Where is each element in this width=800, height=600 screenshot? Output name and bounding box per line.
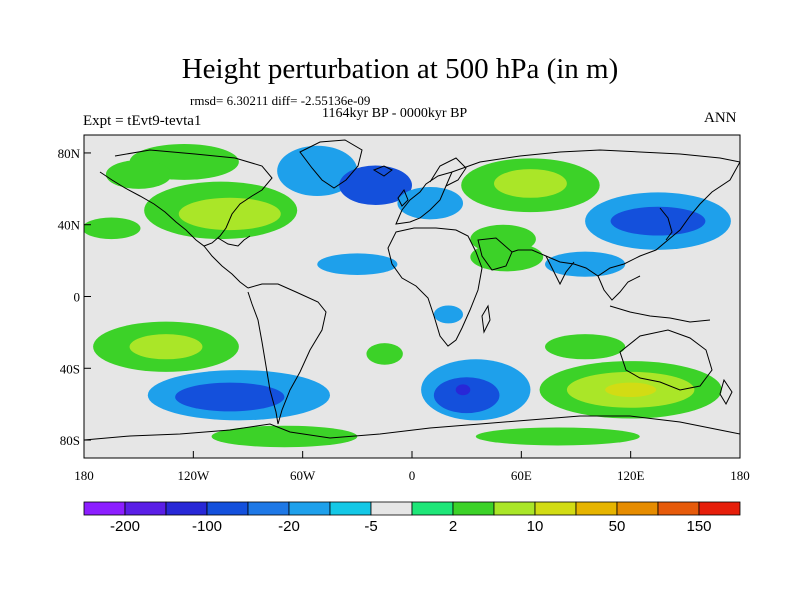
statistics-line: rmsd= 6.30211 diff= -2.55136e-09 (190, 93, 371, 108)
scandinavia-coastline (429, 157, 467, 187)
greenland-coastline (299, 139, 363, 189)
field-region-southern-indian-positive-core (605, 382, 657, 397)
colorbar: -200 -100 -20 -5 2 10 50 150 (83, 501, 741, 535)
colorbar-box (493, 501, 536, 516)
field-region-north-pacific-negative-core (610, 206, 706, 236)
field-region-antarctic-east-positive (475, 427, 640, 446)
field-region-south-pacific-positive-core (129, 334, 203, 360)
colorbar-box (698, 501, 741, 516)
field-region-north-pacific-positive (84, 217, 141, 240)
madagascar-coastline (481, 304, 491, 334)
lat-tick-label: 0 (74, 290, 81, 305)
colorbar-label: -200 (110, 518, 140, 535)
colorbar-box (411, 501, 454, 516)
longitude-axis: 180 120W 60W 0 60E 120E 180 (74, 451, 750, 483)
new-zealand-coastline (719, 378, 733, 406)
lon-tick-label: 180 (74, 468, 94, 483)
time-period-label: 1164kyr BP - 0000kyr BP (322, 106, 468, 121)
lat-tick-label: 80N (58, 146, 81, 161)
latitude-axis: 80N 40N 0 40S 80S (58, 146, 91, 448)
field-region-southern-ocean-negative-center (455, 384, 471, 396)
lon-tick-label: 60E (511, 468, 532, 483)
field-region-indian-ocean-negative (545, 251, 626, 277)
field-region-southern-ocean-negative-core (433, 377, 500, 414)
gulf-coastline (217, 235, 251, 247)
lat-tick-label: 40S (60, 361, 80, 376)
antarctica-coastline (84, 415, 740, 441)
colorbar-label: 2 (449, 518, 457, 535)
map-area (83, 134, 741, 459)
colorbar-box (124, 501, 167, 516)
field-region-south-pacific-negative-core (175, 382, 285, 412)
colorbar-box (165, 501, 208, 516)
colorbar-box (534, 501, 577, 516)
australia-coastline (619, 329, 713, 391)
field-region-tropical-atlantic-negative (433, 305, 464, 324)
season-label: ANN (704, 110, 737, 126)
field-region-north-america-positive-core (178, 197, 281, 231)
field-region-antarctic-positive (211, 425, 358, 448)
colorbar-label: -5 (364, 518, 377, 535)
colorbar-box (329, 501, 372, 516)
lon-tick-label: 120W (177, 468, 210, 483)
colorbar-label: -20 (278, 518, 300, 535)
colorbar-box (206, 501, 249, 516)
colorbar-label: -100 (192, 518, 222, 535)
colorbar-box (616, 501, 659, 516)
asia-coastline (451, 149, 740, 277)
lon-tick-label: 0 (409, 468, 416, 483)
field-region-eurasia-positive-core (494, 169, 567, 198)
experiment-label: Expt = tEvt9-tevta1 (83, 113, 202, 129)
iceland-coastline (372, 165, 393, 177)
colorbar-label: 10 (527, 518, 544, 535)
colorbar-box (83, 501, 126, 516)
colorbar-box (452, 501, 495, 516)
india-coastline (545, 255, 575, 286)
north-america-coastline (99, 149, 273, 247)
height-field (84, 143, 731, 448)
central-america-coastline (203, 245, 249, 289)
field-region-south-atlantic-positive (366, 343, 403, 365)
lon-tick-label: 60W (290, 468, 316, 483)
field-region-indian-ocean-positive-tropical (545, 334, 626, 360)
field-region-north-atlantic-negative (339, 165, 412, 205)
south-america-coastline (247, 283, 327, 425)
figure-title: Height perturbation at 500 hPa (in m) (181, 53, 619, 85)
africa-coastline (387, 227, 483, 347)
field-region-europe-negative (397, 187, 464, 220)
colorbar-box (247, 501, 290, 516)
colorbar-label: 150 (686, 518, 711, 535)
indonesia-coastline (609, 305, 711, 323)
lat-tick-label: 80S (60, 433, 80, 448)
colorbar-box (288, 501, 331, 516)
field-region-arctic-alaska-positive (105, 160, 172, 189)
colorbar-label: 50 (609, 518, 626, 535)
southeast-asia-coastline (597, 275, 641, 301)
lat-tick-label: 40N (58, 218, 81, 233)
arabia-coastline (477, 237, 513, 271)
colorbar-box (575, 501, 618, 516)
field-region-atlantic-subtropical-negative (317, 253, 398, 275)
colorbar-box (370, 501, 413, 516)
japan-coastline (659, 207, 673, 241)
coastlines (84, 139, 740, 441)
british-isles-coastline (397, 188, 409, 207)
field-region-greenland-negative (277, 145, 358, 197)
lon-tick-label: 180 (730, 468, 750, 483)
colorbar-box (657, 501, 700, 516)
lon-tick-label: 120E (617, 468, 645, 483)
